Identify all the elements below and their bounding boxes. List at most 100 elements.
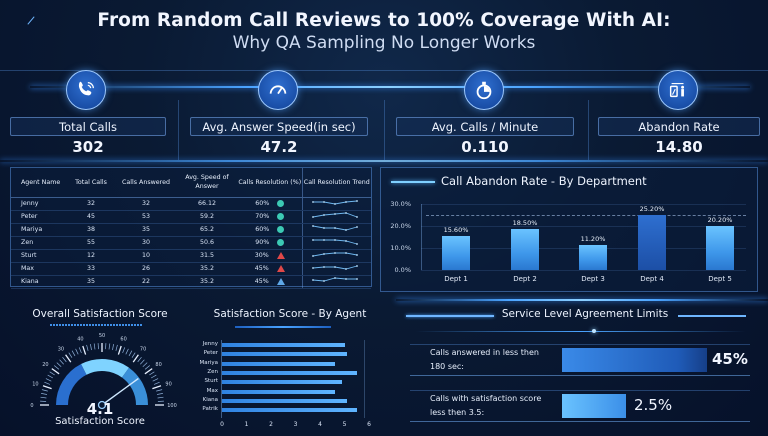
sparkline (311, 264, 358, 270)
gridline (421, 204, 746, 205)
kpi-avg-calls-per-minute: Avg. Calls / Minute 0.110 (396, 64, 576, 160)
total-calls-cell: 45 (66, 210, 116, 224)
resolution-cell: 45% (238, 275, 302, 289)
sla-row-satisfaction-35: Calls with satisfaction score less then … (410, 390, 750, 422)
resolution-percent: 60% (255, 226, 270, 233)
col-resolution: Calls Resolution (%) (238, 168, 302, 198)
col-total-calls: Total Calls (66, 168, 116, 198)
calls-answered-cell: 35 (116, 223, 176, 237)
table-row[interactable]: Kiana 35 22 35.2 45% (11, 275, 371, 289)
kpi-label: Abandon Rate (598, 117, 760, 136)
svg-text:40: 40 (77, 336, 83, 342)
abandon-chart-title: Call Abandon Rate - By Department (441, 174, 647, 188)
bar-value-label: 18.50% (512, 219, 538, 228)
agent-name-cell: Kiana (11, 275, 66, 289)
agent-table-panel: Agent Name Total Calls Calls Answered Av… (10, 167, 372, 289)
agent-label: Max (206, 387, 218, 394)
svg-text:80: 80 (155, 362, 161, 368)
agent-label: Sturt (204, 378, 218, 385)
sparkline (311, 276, 358, 282)
stopwatch-icon (464, 70, 504, 110)
satisfaction-bar[interactable] (222, 389, 335, 394)
sla-value: 45% (712, 350, 748, 368)
kpi-separator (588, 100, 589, 160)
agent-label: Peter (203, 350, 218, 357)
bar-dept-5[interactable] (706, 225, 734, 270)
x-tick-label: 0 (220, 421, 224, 428)
y-tick-label: 10.0% (390, 244, 411, 252)
satisfaction-bar[interactable] (222, 343, 345, 347)
glow-dot (592, 329, 596, 333)
trend-cell (301, 236, 371, 250)
sla-label: Calls answered in less then 180 sec: (430, 348, 539, 371)
resolution-cell: 60% (238, 223, 302, 237)
satisfaction-bar[interactable] (222, 398, 347, 403)
sparkline (311, 238, 358, 245)
calls-answered-cell: 26 (116, 262, 176, 276)
avg-speed-cell: 65.2 (176, 223, 238, 237)
resolution-percent: 45% (254, 278, 269, 285)
resolution-cell: 70% (238, 210, 302, 224)
table-row[interactable]: Sturt 12 10 31.5 30% (11, 249, 371, 263)
status-info-triangle-icon (276, 278, 285, 285)
table-row[interactable]: Peter 45 53 59.2 70% (11, 210, 371, 224)
resolution-cell: 60% (238, 197, 302, 211)
kpi-avg-answer-speed: Avg. Answer Speed(in sec) 47.2 (190, 64, 370, 160)
svg-text:0: 0 (30, 403, 33, 409)
avg-speed-cell: 35.2 (176, 275, 238, 289)
sla-progress-bar (562, 348, 707, 372)
page-title: From Random Call Reviews to 100% Coverag… (97, 10, 671, 31)
svg-text:50: 50 (99, 333, 105, 339)
x-tick-label: 6 (367, 421, 371, 428)
kpi-value: 302 (72, 138, 104, 156)
col-agent-name: Agent Name (11, 168, 66, 198)
agent-name-cell: Peter (11, 210, 66, 224)
avg-speed-cell: 35.2 (176, 262, 238, 276)
agent-name-cell: Max (11, 262, 66, 276)
satisfaction-bar[interactable] (222, 370, 357, 375)
total-calls-cell: 32 (66, 197, 116, 211)
status-ok-dot-icon (277, 200, 285, 207)
bar-dept-3[interactable] (579, 245, 607, 270)
agent-label: Jenny (202, 341, 218, 347)
table-row[interactable]: Max 33 26 35.2 45% (11, 262, 371, 276)
header-divider (0, 70, 768, 71)
y-tick-label: 20.0% (390, 222, 411, 230)
calls-answered-cell: 30 (116, 236, 176, 250)
agent-name-cell: Jenny (11, 197, 66, 211)
agent-label: Patrik (202, 406, 218, 413)
table-row[interactable]: Jenny 32 32 66.12 60% (11, 197, 371, 211)
bar-value-label: 20.20% (707, 215, 733, 224)
satisfaction-bar[interactable] (222, 352, 347, 357)
svg-text:70: 70 (140, 346, 146, 352)
table-row[interactable]: Zen 55 30 50.6 90% (11, 236, 371, 250)
x-tick-label: 2 (269, 421, 273, 428)
x-tick-label: Dept 4 (640, 275, 664, 283)
kpi-abandon-rate: Abandon Rate 14.80 (598, 64, 762, 160)
satisfaction-score-label: Satisfaction Score (55, 416, 145, 427)
status-ok-dot-icon (277, 226, 285, 233)
sparkline (311, 211, 358, 218)
satisfaction-bar[interactable] (222, 361, 335, 366)
agent-table: Agent Name Total Calls Calls Answered Av… (11, 168, 371, 289)
satisfaction-bar[interactable] (222, 380, 343, 385)
trend-cell (301, 275, 371, 289)
satisfaction-bar[interactable] (222, 408, 357, 413)
x-tick-label: Dept 3 (581, 275, 605, 283)
sla-title-line-right (678, 315, 746, 317)
bar-dept-2[interactable] (511, 229, 539, 270)
agent-label: Kiana (202, 396, 218, 403)
y-tick-label: 0.0% (394, 266, 411, 274)
status-ok-dot-icon (277, 239, 285, 246)
table-row[interactable]: Mariya 38 35 65.2 60% (11, 223, 371, 237)
speedometer-icon (258, 70, 298, 110)
trend-cell (301, 210, 371, 224)
bar-dept-4[interactable] (638, 214, 666, 270)
bar-value-label: 11.20% (580, 235, 606, 244)
abandon-person-icon (658, 70, 698, 110)
y-tick-label: 30.0% (390, 200, 411, 208)
satisfaction-score-value: 4.1 (86, 400, 114, 418)
avg-speed-cell: 66.12 (176, 197, 238, 211)
title-underline (50, 324, 142, 326)
bar-dept-1[interactable] (442, 235, 470, 270)
